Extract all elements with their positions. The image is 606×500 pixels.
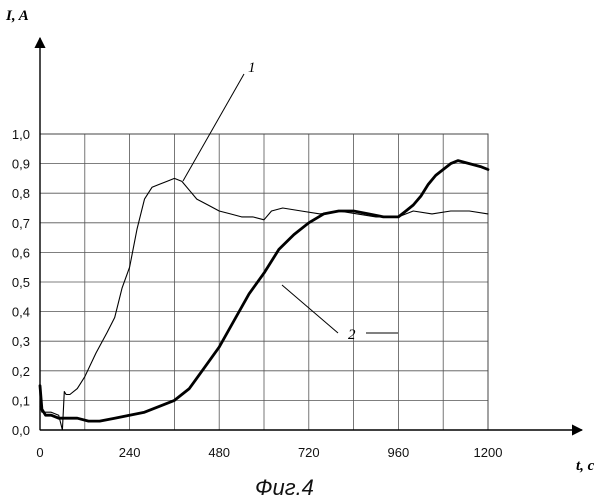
y-tick-label: 0,5 xyxy=(12,275,30,290)
y-tick-label: 1,0 xyxy=(12,127,30,142)
y-tick-label: 0,1 xyxy=(12,393,30,408)
grid xyxy=(40,134,488,430)
y-tick-labels: 0,0 0,1 0,2 0,3 0,4 0,5 0,6 0,7 0,8 0,9 1,0 xyxy=(12,127,30,438)
y-tick-label: 0,0 xyxy=(12,423,30,438)
callout-2-leader-a xyxy=(282,285,338,333)
x-tick-label: 1200 xyxy=(474,445,503,460)
y-axis-title: I, A xyxy=(5,8,29,24)
x-axis-title: t, c xyxy=(576,458,595,474)
x-tick-label: 960 xyxy=(388,445,410,460)
y-tick-label: 0,7 xyxy=(12,216,30,231)
current-time-chart: 0,0 0,1 0,2 0,3 0,4 0,5 0,6 0,7 0,8 0,9 1,0 0 240 48… xyxy=(0,0,606,500)
y-tick-label: 0,6 xyxy=(12,245,30,260)
y-tick-label: 0,3 xyxy=(12,334,30,349)
x-tick-labels: 0 240 480 720 960 1200 xyxy=(36,445,502,460)
x-tick-label: 480 xyxy=(208,445,230,460)
y-tick-label: 0,8 xyxy=(12,186,30,201)
x-tick-label: 240 xyxy=(119,445,141,460)
figure-caption: Фиг.4 xyxy=(255,475,314,500)
y-tick-label: 0,9 xyxy=(12,157,30,172)
callout-1-leader xyxy=(183,74,244,181)
x-tick-label: 0 xyxy=(36,445,43,460)
callout-1-label: 1 xyxy=(248,60,256,76)
y-tick-label: 0,4 xyxy=(12,305,30,320)
y-tick-label: 0,2 xyxy=(12,364,30,379)
x-tick-label: 720 xyxy=(298,445,320,460)
callout-2-label: 2 xyxy=(348,327,356,343)
